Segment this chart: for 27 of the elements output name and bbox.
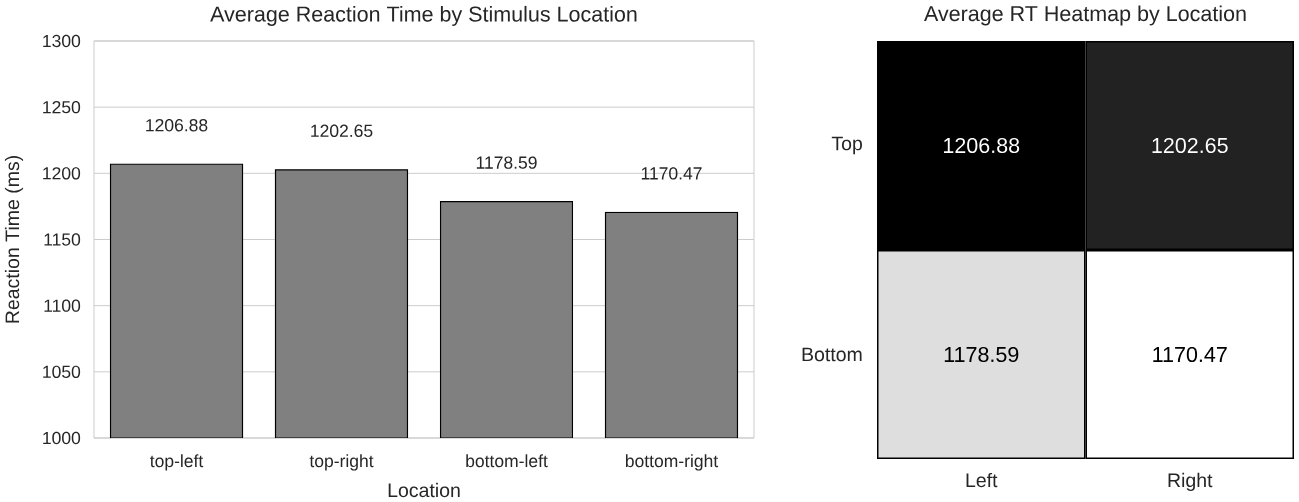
x-tick-label: bottom-left	[466, 454, 548, 468]
y-tick-label: 1000	[43, 431, 81, 445]
chart-title: Average RT Heatmap by Location	[924, 5, 1246, 26]
data-label: 1206.88	[944, 137, 1020, 154]
data-label: 1170.47	[1153, 346, 1227, 363]
y-tick-label: 1300	[43, 34, 81, 48]
y-tick-label: 1250	[43, 100, 81, 114]
y-tick-label: 1100	[44, 299, 81, 312]
x-tick-label: Left	[966, 472, 998, 488]
y-tick-label: 1150	[44, 233, 81, 246]
chart-title: Average Reaction Time by Stimulus Location	[210, 5, 637, 26]
y-tick-label: 1050	[43, 365, 81, 379]
y-tick-label: 1200	[43, 167, 81, 180]
data-label: 1202.65	[311, 124, 373, 137]
y-axis-title: Reaction Time (ms)	[4, 156, 24, 323]
y-tick-label: Bottom	[802, 347, 862, 362]
data-label: 1178.59	[476, 156, 537, 169]
x-axis-title: Location	[388, 482, 460, 498]
data-label: 1178.59	[944, 346, 1019, 363]
y-tick-label: Top	[831, 136, 862, 155]
data-label: 1206.88	[146, 119, 208, 132]
x-tick-label: bottom-right	[625, 454, 719, 471]
x-tick-label: top-right	[309, 454, 374, 471]
x-tick-label: Right	[1168, 472, 1213, 492]
x-tick-label: top-left	[150, 454, 204, 471]
data-label: 1170.47	[641, 167, 702, 180]
data-label: 1202.65	[1152, 137, 1228, 154]
